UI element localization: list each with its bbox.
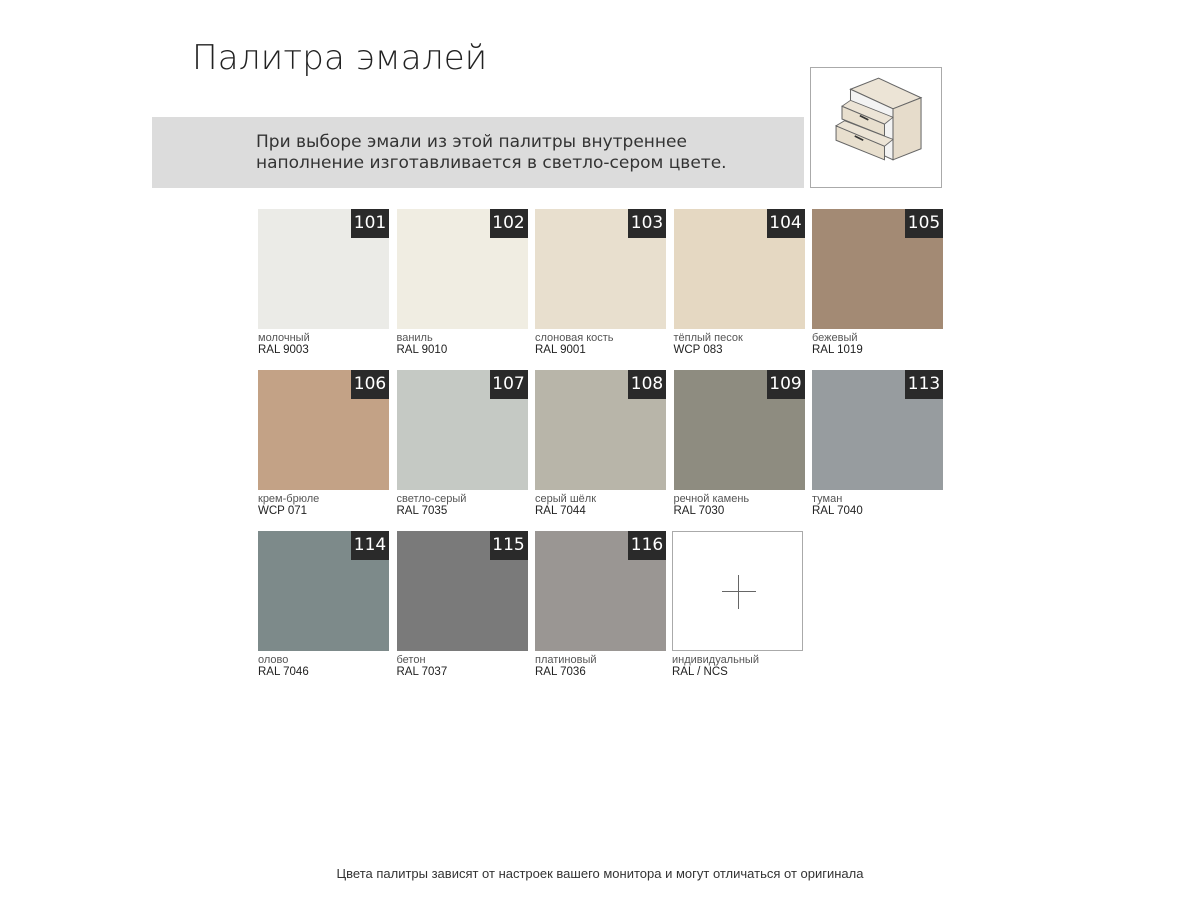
swatch-code: WCP 071	[258, 505, 308, 517]
swatch-number: 102	[489, 209, 528, 238]
swatch-104[interactable]: 104 тёплый песок WCP 083	[673, 209, 805, 357]
swatch-name: тёплый песок	[673, 332, 743, 344]
swatch-color: 103	[535, 209, 666, 329]
swatch-number: 113	[905, 370, 943, 399]
swatch-name: ваниль	[396, 332, 433, 344]
swatch-105[interactable]: 105 бежевый RAL 1019	[812, 209, 943, 357]
swatch-color: 105	[812, 209, 943, 329]
swatch-109[interactable]: 109 речной камень RAL 7030	[673, 370, 805, 518]
swatch-number: 101	[351, 209, 389, 238]
swatch-name: светло-серый	[396, 493, 467, 505]
swatch-color: 109	[673, 370, 805, 490]
swatch-103[interactable]: 103 слоновая кость RAL 9001	[535, 209, 666, 357]
swatch-108[interactable]: 108 серый шёлк RAL 7044	[535, 370, 666, 518]
swatch-color: 108	[535, 370, 666, 490]
swatch-color: 115	[396, 531, 528, 651]
swatch-number: 103	[628, 209, 666, 238]
swatch-name: бежевый	[812, 332, 858, 344]
swatch-color: 104	[673, 209, 805, 329]
swatch-101[interactable]: 101 молочный RAL 9003	[258, 209, 389, 357]
swatch-code: RAL 7040	[812, 505, 863, 517]
swatch-code: RAL 9003	[258, 344, 309, 356]
swatch-code: WCP 083	[673, 344, 723, 356]
info-banner: При выборе эмали из этой палитры внутрен…	[152, 117, 804, 188]
swatch-custom[interactable]: индивидуальный RAL / NCS	[672, 531, 803, 679]
swatch-102[interactable]: 102 ваниль RAL 9010	[396, 209, 528, 357]
swatch-name: туман	[812, 493, 843, 505]
swatch-code: RAL 9001	[535, 344, 586, 356]
swatch-code: RAL 7037	[396, 666, 448, 678]
swatch-113[interactable]: 113 туман RAL 7040	[812, 370, 943, 518]
swatch-color: 113	[812, 370, 943, 490]
swatch-115[interactable]: 115 бетон RAL 7037	[396, 531, 528, 679]
note-line-2: наполнение изготавливается в светло-серо…	[256, 153, 727, 173]
swatch-code: RAL 7036	[535, 666, 586, 678]
swatch-106[interactable]: 106 крем-брюле WCP 071	[258, 370, 389, 518]
swatch-color: 101	[258, 209, 389, 329]
swatch-107[interactable]: 107 светло-серый RAL 7035	[396, 370, 528, 518]
page-title: Палитра эмалей	[192, 38, 488, 78]
swatch-name: молочный	[258, 332, 310, 344]
swatch-color: 106	[258, 370, 389, 490]
swatch-name: олово	[258, 654, 289, 666]
swatch-code: RAL 7044	[535, 505, 586, 517]
swatch-code: RAL 7046	[258, 666, 309, 678]
swatch-color: 102	[396, 209, 528, 329]
plus-icon	[722, 575, 756, 609]
swatch-code: RAL / NCS	[672, 666, 728, 678]
swatch-color: 107	[396, 370, 528, 490]
swatch-116[interactable]: 116 платиновый RAL 7036	[535, 531, 666, 679]
swatch-number: 104	[766, 209, 805, 238]
swatch-color: 114	[258, 531, 389, 651]
swatch-code: RAL 7035	[396, 505, 448, 517]
swatch-number: 106	[351, 370, 389, 399]
note-line-1: При выборе эмали из этой палитры внутрен…	[256, 132, 687, 152]
swatch-number: 108	[628, 370, 666, 399]
swatch-number: 114	[351, 531, 389, 560]
swatch-name: речной камень	[673, 493, 750, 505]
swatch-name: платиновый	[535, 654, 597, 666]
swatch-number: 109	[766, 370, 805, 399]
swatch-code: RAL 1019	[812, 344, 863, 356]
swatch-name: индивидуальный	[672, 654, 759, 666]
swatch-code: RAL 9010	[396, 344, 448, 356]
swatch-number: 105	[905, 209, 943, 238]
swatch-name: серый шёлк	[535, 493, 597, 505]
swatch-number: 115	[489, 531, 528, 560]
swatch-name: бетон	[396, 654, 426, 666]
swatch-name: крем-брюле	[258, 493, 320, 505]
swatch-114[interactable]: 114 олово RAL 7046	[258, 531, 389, 679]
footer-disclaimer: Цвета палитры зависят от настроек вашего…	[336, 866, 864, 881]
swatch-number: 116	[628, 531, 666, 560]
swatch-code: RAL 7030	[673, 505, 725, 517]
drawer-cabinet-icon	[810, 67, 942, 188]
swatch-name: слоновая кость	[535, 332, 614, 344]
swatch-number: 107	[489, 370, 528, 399]
swatch-color: 116	[535, 531, 666, 651]
